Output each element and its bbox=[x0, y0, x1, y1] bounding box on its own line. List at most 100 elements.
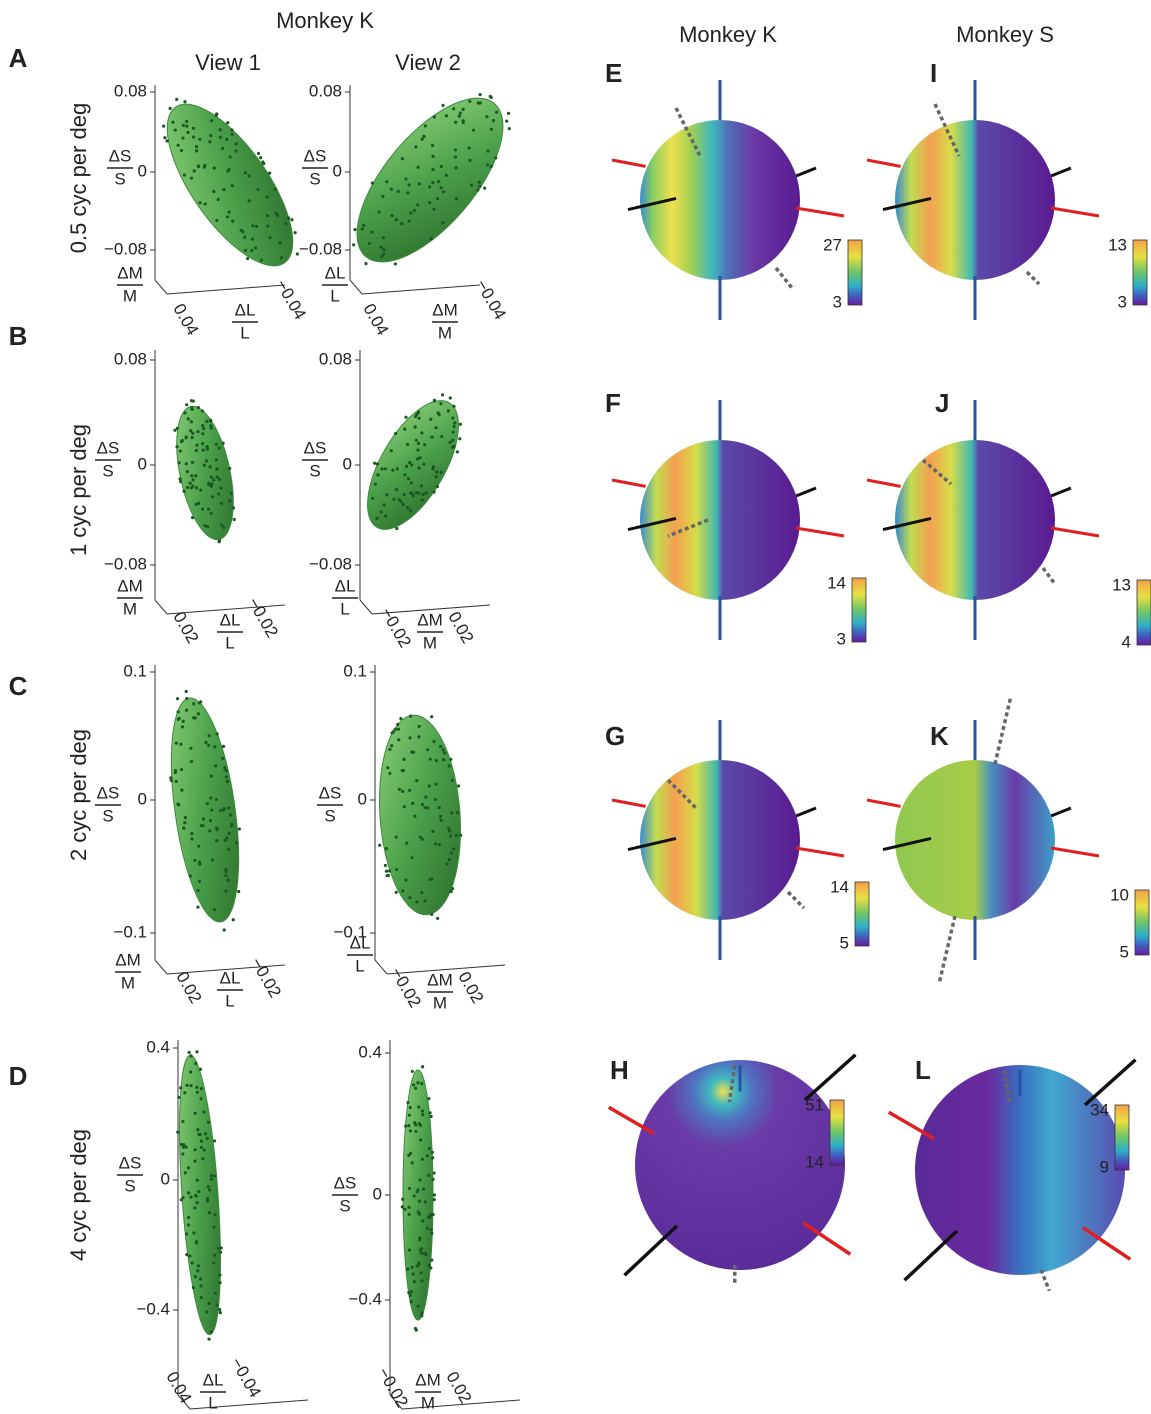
scatter-dot bbox=[378, 211, 381, 214]
scatter-dot bbox=[431, 144, 434, 147]
ellipsoid bbox=[331, 74, 529, 285]
scatter-dot bbox=[180, 149, 183, 152]
scatter-dot bbox=[401, 1198, 404, 1201]
scatter-dot bbox=[180, 1198, 183, 1201]
scatter-dot bbox=[411, 1266, 414, 1269]
panel-letter: H bbox=[610, 1055, 629, 1085]
x-tick-label: −0.02 bbox=[244, 594, 282, 641]
scatter-dot bbox=[459, 112, 462, 115]
axis-stub bbox=[612, 160, 646, 166]
scatter-dot bbox=[406, 191, 409, 194]
scatter-dot bbox=[418, 1200, 421, 1203]
scatter-dot bbox=[458, 437, 461, 440]
colorbar-min: 3 bbox=[837, 629, 846, 648]
scatter-dot bbox=[197, 1190, 200, 1193]
axis-stub bbox=[612, 480, 646, 486]
scatter-dot bbox=[177, 710, 180, 713]
scatter-dot bbox=[403, 473, 406, 476]
scatter-dot bbox=[421, 1158, 424, 1161]
axis-stub bbox=[1051, 808, 1071, 816]
scatter-dot bbox=[219, 1311, 222, 1314]
scatter-dot bbox=[210, 1178, 213, 1181]
scatter-dot bbox=[418, 1212, 421, 1215]
x-axis-label-den: M bbox=[421, 1393, 435, 1412]
scatter-dot bbox=[232, 506, 235, 509]
scatter-dot bbox=[192, 478, 195, 481]
scatter-dot bbox=[174, 769, 177, 772]
scatter-dot bbox=[170, 779, 173, 782]
scatter-dot bbox=[215, 826, 218, 829]
scatter-dot bbox=[417, 1261, 420, 1264]
y-tick-label: 0.4 bbox=[146, 1037, 170, 1056]
scatter-dot bbox=[418, 1237, 421, 1240]
scatter-dot bbox=[417, 417, 420, 420]
scatter-dot bbox=[434, 426, 437, 429]
scatter-dot bbox=[200, 1097, 203, 1100]
depth-axis-label-num: ΔM bbox=[115, 950, 141, 969]
scatter-dot bbox=[428, 1111, 431, 1114]
scatter-dot bbox=[401, 1205, 404, 1208]
scatter-dot bbox=[221, 442, 224, 445]
scatter-dot bbox=[433, 208, 436, 211]
panel-letter: J bbox=[935, 388, 949, 418]
scatter-dot bbox=[226, 878, 229, 881]
axis-stub-dashed bbox=[1027, 272, 1039, 284]
scatter-dot bbox=[207, 482, 210, 485]
scatter-dot bbox=[185, 1084, 188, 1087]
scatter-dot bbox=[279, 241, 282, 244]
scatter-dot bbox=[408, 1206, 411, 1209]
scatter-dot bbox=[434, 798, 437, 801]
panel-letter: B bbox=[9, 321, 28, 351]
y-tick-label: 0 bbox=[333, 161, 342, 180]
scatter-dot bbox=[418, 456, 421, 459]
scatter-dot bbox=[507, 112, 510, 115]
scatter-dot bbox=[221, 757, 224, 760]
y-tick-label: 0.08 bbox=[114, 349, 147, 368]
scatter-dot bbox=[434, 842, 437, 845]
scatter-dot bbox=[185, 697, 188, 700]
scatter-dot bbox=[210, 427, 213, 430]
scatter-dot bbox=[205, 459, 208, 462]
scatter-dot bbox=[442, 190, 445, 193]
scatter-dot bbox=[213, 1174, 216, 1177]
scatter-dot bbox=[212, 478, 215, 481]
scatter-dot bbox=[218, 478, 221, 481]
scatter-dot bbox=[431, 168, 434, 171]
scatter-dot bbox=[228, 210, 231, 213]
scatter-dot bbox=[178, 461, 181, 464]
scatter-dot bbox=[215, 1303, 218, 1306]
scatter-dot bbox=[230, 492, 233, 495]
scatter-dot bbox=[411, 1161, 414, 1164]
scatter-dot bbox=[287, 217, 290, 220]
scatter-dot bbox=[195, 444, 198, 447]
scatter-dot bbox=[428, 201, 431, 204]
scatter-dot bbox=[448, 858, 451, 861]
scatter-dot bbox=[196, 430, 199, 433]
scatter-dot bbox=[215, 219, 218, 222]
scatter-dot bbox=[401, 790, 404, 793]
scatter-dot bbox=[401, 769, 404, 772]
scatter-dot bbox=[207, 1337, 210, 1340]
scatter-dot bbox=[176, 427, 179, 430]
scatter-dot bbox=[259, 156, 262, 159]
scatter-dot bbox=[370, 230, 373, 233]
scatter-dot bbox=[250, 249, 253, 252]
scatter-dot bbox=[194, 716, 197, 719]
y-tick-label: 0 bbox=[138, 789, 147, 808]
scatter-dot bbox=[223, 766, 226, 769]
scatter-dot bbox=[417, 1305, 420, 1308]
scatter-dot bbox=[191, 432, 194, 435]
axis-stub bbox=[796, 208, 844, 216]
scatter-dot bbox=[207, 1185, 210, 1188]
scatter-dot bbox=[409, 211, 412, 214]
scatter-dot bbox=[256, 188, 259, 191]
column-title: Monkey K bbox=[679, 22, 777, 47]
scatter-dot bbox=[195, 1050, 198, 1053]
scatter-dot bbox=[193, 1159, 196, 1162]
scatter-dot bbox=[185, 120, 188, 123]
scatter-dot bbox=[403, 493, 406, 496]
scatter-dot bbox=[413, 1121, 416, 1124]
scatter-dot bbox=[462, 121, 465, 124]
colorbar-min: 5 bbox=[840, 933, 849, 952]
y-tick-label: 0.4 bbox=[358, 1042, 382, 1061]
